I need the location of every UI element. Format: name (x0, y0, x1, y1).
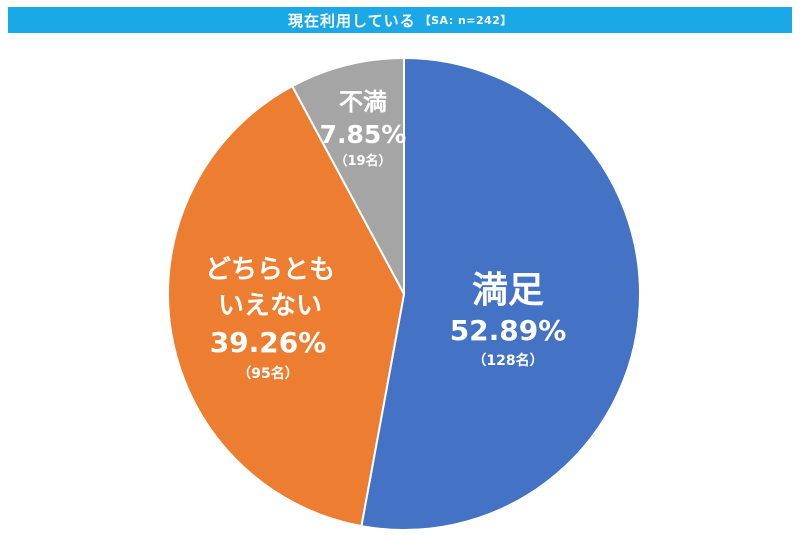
pie-slice-satisfied (360, 56, 641, 531)
pie-slice-dissatisfied (290, 56, 405, 295)
slice-label-neutral-line1: どちらとも (205, 255, 335, 285)
chart-title-bar: 現在利用している 【SA: n=242】 (8, 7, 792, 33)
slice-count-neutral: （95名） (237, 365, 298, 382)
slice-count-satisfied: （128名） (472, 352, 543, 369)
slice-label-dissatisfied: 不満 (339, 88, 387, 116)
slice-percent-dissatisfied: 7.85% (320, 120, 407, 149)
slice-label-neutral-line2: いえない (218, 291, 322, 321)
slice-percent-neutral: 39.26% (210, 326, 327, 359)
chart-sample-size: 【SA: n=242】 (419, 14, 512, 27)
pie-slice-neutral (167, 84, 406, 528)
slice-label-satisfied: 満足 (472, 270, 544, 311)
slice-percent-satisfied: 52.89% (450, 314, 567, 347)
chart-title: 現在利用している (288, 11, 416, 30)
slice-count-dissatisfied: （19名） (334, 153, 391, 169)
